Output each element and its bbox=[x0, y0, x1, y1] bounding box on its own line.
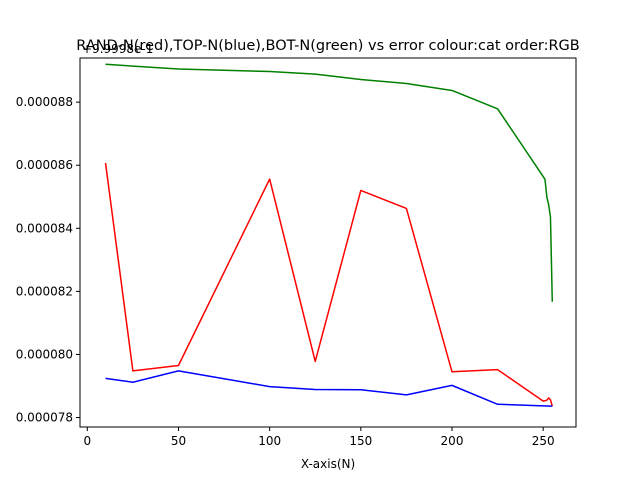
series-line-1 bbox=[105, 370, 553, 407]
y-tick-label: 0.000078 bbox=[16, 411, 73, 425]
y-tick-label: 0.000082 bbox=[16, 284, 73, 298]
y-tick-label: 0.000086 bbox=[16, 158, 73, 172]
y-tick-label: 0.000080 bbox=[16, 347, 73, 361]
x-tick-label: 100 bbox=[258, 434, 281, 448]
x-tick-label: 250 bbox=[532, 434, 555, 448]
x-axis-label: X-axis(N) bbox=[301, 457, 355, 471]
series-line-2 bbox=[105, 63, 554, 302]
x-tick-label: 200 bbox=[441, 434, 464, 448]
series-layer bbox=[104, 63, 554, 407]
y-offset-label: +9.9998e-1 bbox=[82, 42, 153, 56]
plot-frame bbox=[79, 57, 577, 428]
y-ticks: 0.000078 0.000080 0.000082 0.000084 0.000086… bbox=[16, 95, 80, 425]
y-tick-label: 0.000084 bbox=[16, 221, 73, 235]
chart-title: RAND-N(red),TOP-N(blue),BOT-N(green) vs … bbox=[76, 38, 579, 54]
series-line-0 bbox=[104, 162, 554, 407]
x-tick-label: 50 bbox=[171, 434, 186, 448]
y-tick-label: 0.000088 bbox=[16, 95, 73, 109]
x-ticks: 0 50 100 150 200 250 bbox=[83, 427, 555, 448]
x-tick-label: 150 bbox=[349, 434, 372, 448]
x-tick-label: 0 bbox=[83, 434, 91, 448]
